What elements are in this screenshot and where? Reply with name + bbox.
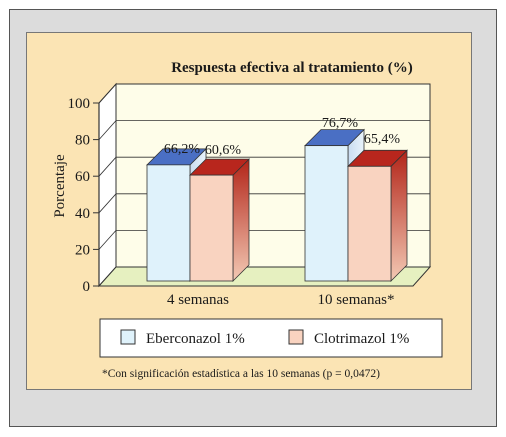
- data-label: 65,4%: [364, 132, 401, 147]
- legend-swatch-clotrimazol: [288, 329, 304, 345]
- footnote: *Con significación estadística a las 10 …: [102, 368, 380, 380]
- data-label: 76,7%: [322, 116, 359, 131]
- legend-label-eberconazol: Eberconazol 1%: [146, 331, 245, 347]
- bar: [189, 174, 234, 282]
- legend-swatch-eberconazol: [120, 329, 136, 345]
- plot-area: 0 20 40 60 80 100 66,2% 60,6% 4 semanas 76,7% 65,4…: [68, 82, 432, 308]
- legend: Eberconazol 1% Clotrimazol 1%: [99, 318, 443, 358]
- y-tick-label: 0: [83, 279, 91, 295]
- chart-title: Respuesta efectiva al tratamiento (%): [171, 60, 413, 76]
- x-tick-label: 10 semanas*: [317, 292, 394, 308]
- gridline: [98, 120, 430, 140]
- gridline: [98, 83, 430, 104]
- x-tick-label: 4 semanas: [167, 292, 229, 308]
- legend-label-clotrimazol: Clotrimazol 1%: [314, 331, 409, 347]
- side-wall: [98, 82, 117, 288]
- bar: [146, 164, 191, 282]
- data-label: 60,6%: [205, 143, 242, 158]
- y-tick-label: 100: [68, 96, 91, 112]
- y-tick-label: 80: [75, 133, 90, 149]
- legend-box: [99, 318, 443, 358]
- bar: [347, 165, 392, 282]
- bar-side: [232, 158, 250, 282]
- bar: [304, 145, 349, 282]
- y-tick-label: 40: [75, 206, 90, 222]
- y-axis-label: Porcentaje: [52, 154, 68, 218]
- data-label: 66,2%: [164, 142, 201, 157]
- y-tick-label: 20: [75, 242, 90, 258]
- bar-side: [390, 149, 408, 282]
- y-tick-label: 60: [75, 169, 90, 185]
